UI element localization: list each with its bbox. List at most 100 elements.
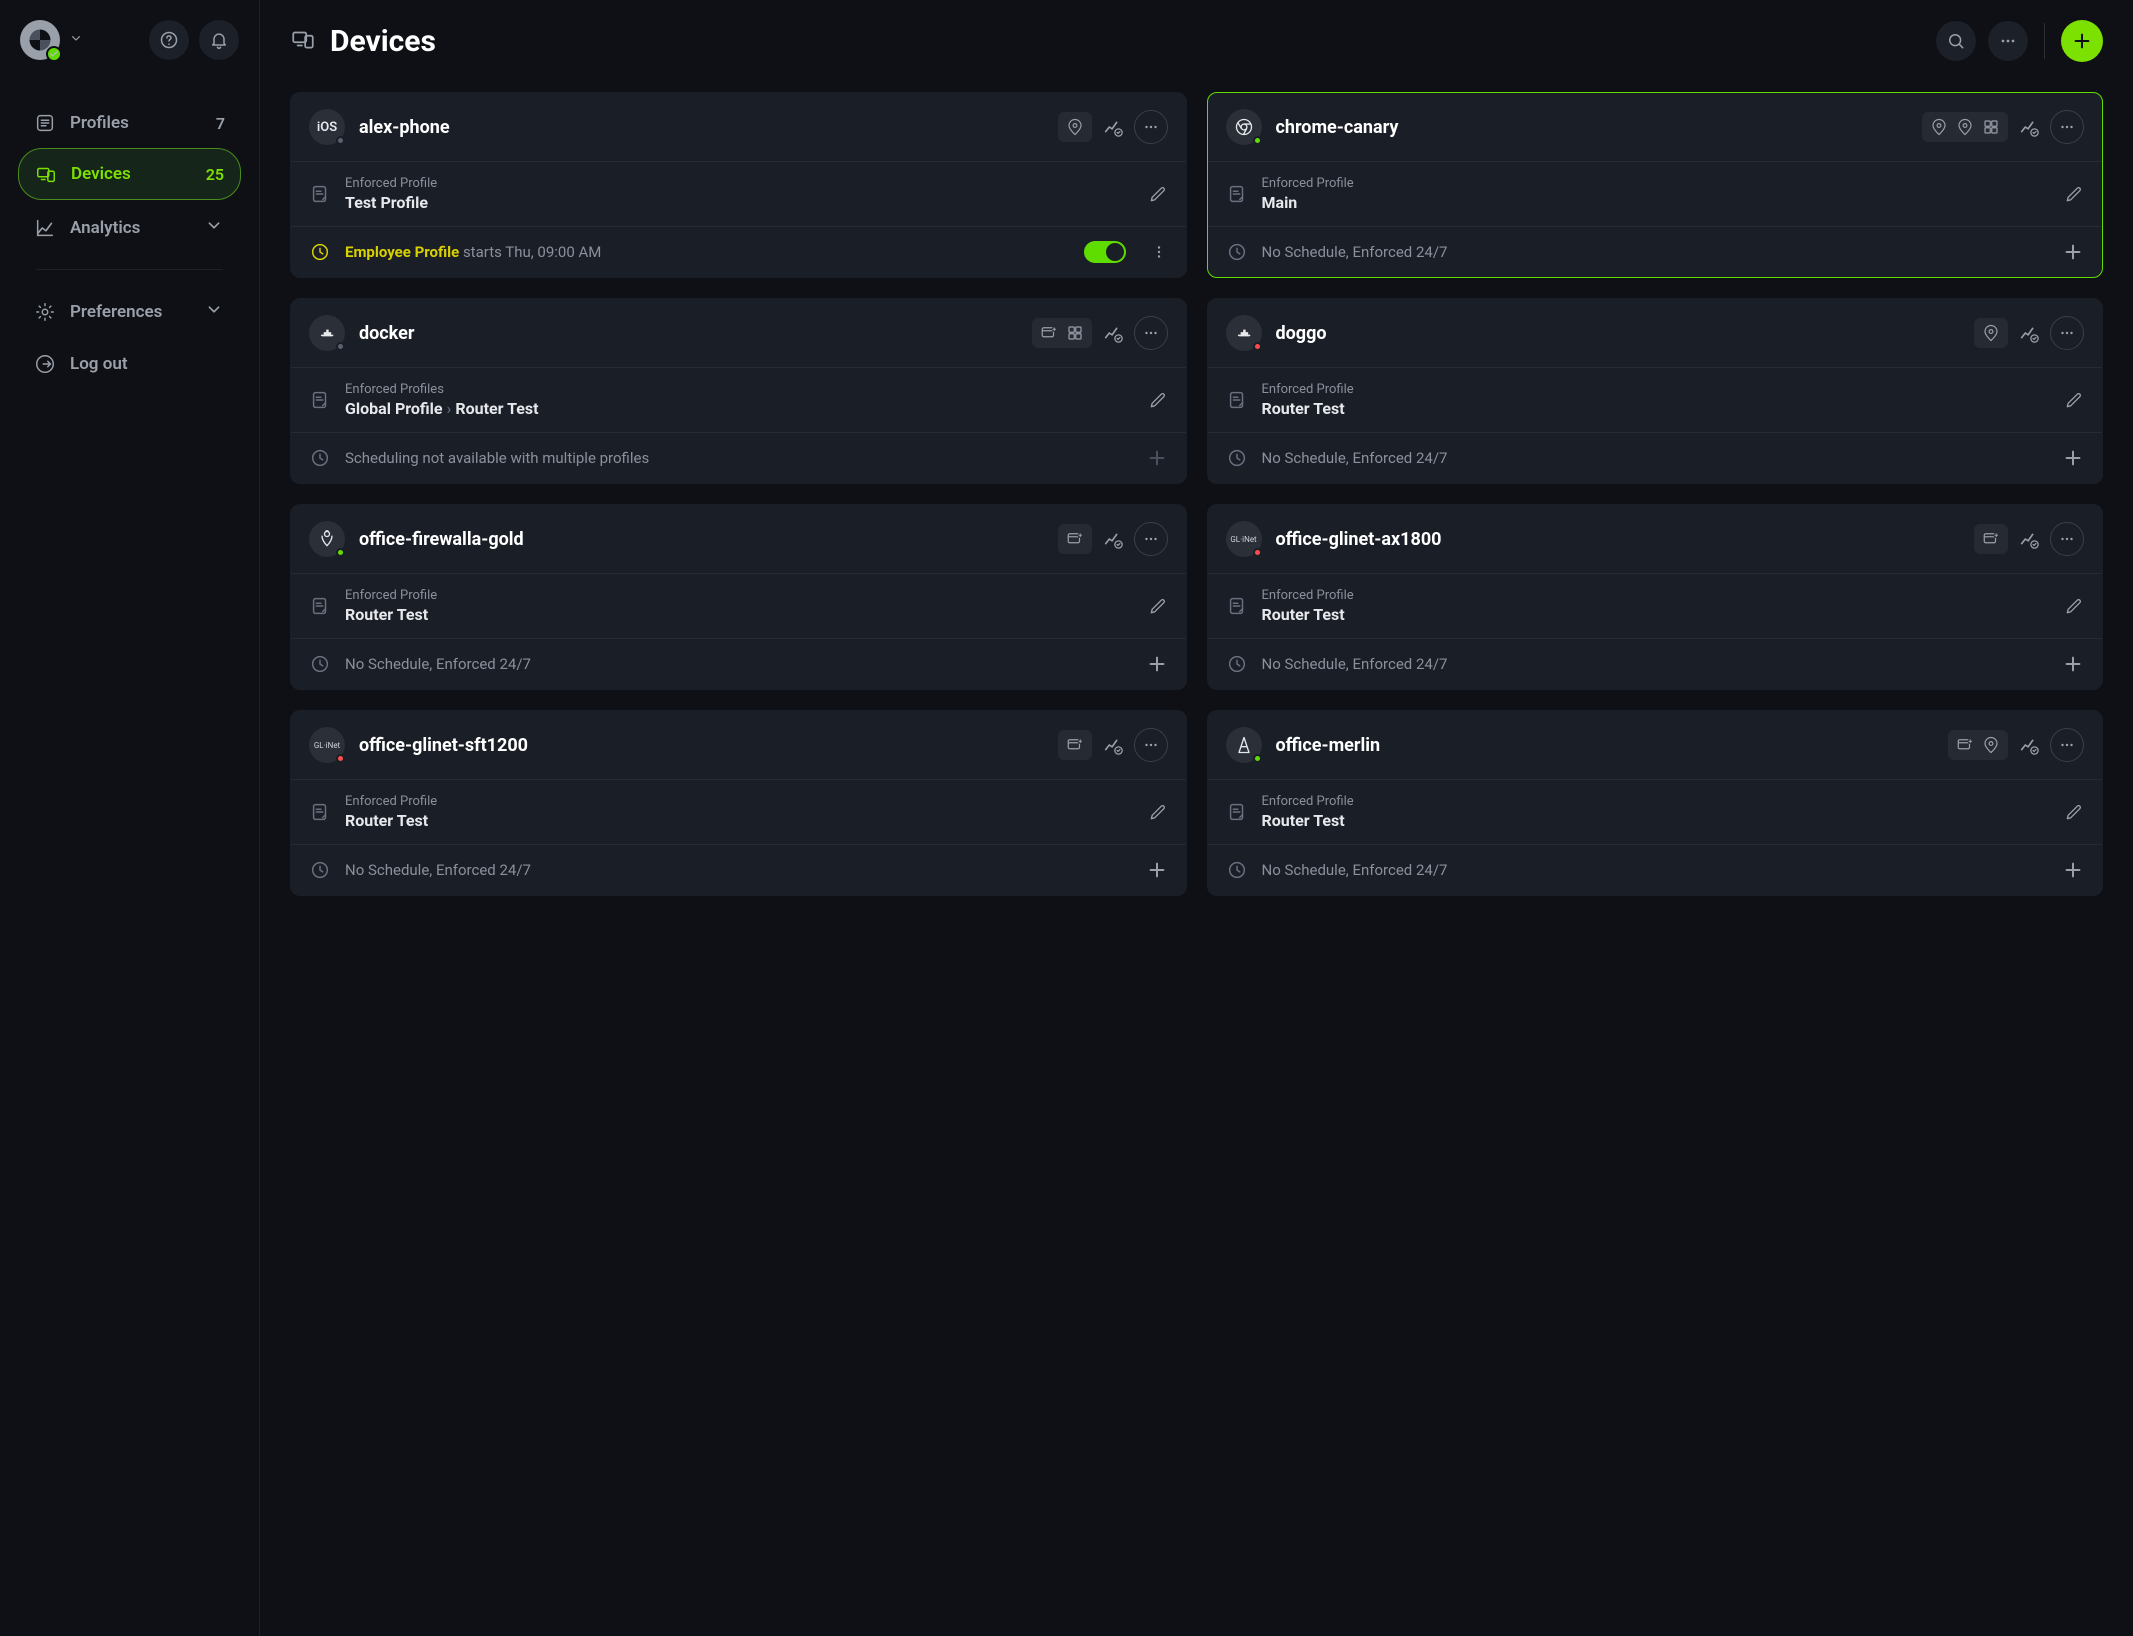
device-name: alex-phone bbox=[359, 117, 450, 138]
edit-profile-button[interactable] bbox=[1148, 184, 1168, 204]
analytics-icon[interactable] bbox=[2014, 322, 2044, 344]
devices-icon bbox=[35, 163, 57, 185]
add-schedule-button[interactable] bbox=[2062, 241, 2084, 263]
grid-icon bbox=[1982, 118, 2000, 136]
status-dot bbox=[1253, 342, 1262, 351]
edit-profile-button[interactable] bbox=[2064, 390, 2084, 410]
nav-analytics[interactable]: Analytics bbox=[18, 200, 241, 255]
profile-row: Enforced ProfileRouter Test bbox=[291, 574, 1186, 639]
device-badges bbox=[1948, 730, 2008, 760]
more-button[interactable] bbox=[1988, 21, 2028, 61]
device-name: chrome-canary bbox=[1276, 117, 1399, 138]
profile-doc-icon bbox=[309, 595, 331, 617]
search-button[interactable] bbox=[1936, 21, 1976, 61]
edit-profile-button[interactable] bbox=[2064, 596, 2084, 616]
device-more-button[interactable] bbox=[1134, 728, 1168, 762]
device-more-button[interactable] bbox=[2050, 522, 2084, 556]
status-dot bbox=[1253, 754, 1262, 763]
page-title: Devices bbox=[330, 24, 436, 59]
nav-label: Profiles bbox=[70, 113, 129, 133]
schedule-row: No Schedule, Enforced 24/7 bbox=[291, 639, 1186, 689]
profile-label: Enforced Profile bbox=[345, 794, 437, 809]
analytics-icon[interactable] bbox=[2014, 734, 2044, 756]
edit-profile-button[interactable] bbox=[1148, 596, 1168, 616]
nav-devices[interactable]: Devices 25 bbox=[18, 148, 241, 200]
profile-doc-icon bbox=[309, 183, 331, 205]
device-name: doggo bbox=[1276, 323, 1327, 344]
org-dropdown-icon[interactable] bbox=[68, 30, 84, 50]
device-more-button[interactable] bbox=[1134, 522, 1168, 556]
analytics-icon[interactable] bbox=[2014, 528, 2044, 550]
device-more-button[interactable] bbox=[1134, 110, 1168, 144]
device-more-button[interactable] bbox=[2050, 316, 2084, 350]
add-window-icon bbox=[1982, 530, 2000, 548]
schedule-row: No Schedule, Enforced 24/7 bbox=[291, 845, 1186, 895]
profile-row: Enforced ProfilesGlobal Profile›Router T… bbox=[291, 368, 1186, 433]
profile-label: Enforced Profile bbox=[345, 176, 437, 191]
status-dot bbox=[1253, 136, 1262, 145]
status-dot bbox=[336, 754, 345, 763]
schedule-more-icon[interactable] bbox=[1150, 243, 1168, 261]
schedule-text: No Schedule, Enforced 24/7 bbox=[1262, 243, 1448, 261]
nav-label: Preferences bbox=[70, 302, 162, 322]
device-more-button[interactable] bbox=[2050, 110, 2084, 144]
add-schedule-button[interactable] bbox=[2062, 447, 2084, 469]
schedule-text: No Schedule, Enforced 24/7 bbox=[345, 655, 531, 673]
device-type-icon: iOS bbox=[309, 109, 345, 145]
nav-label: Analytics bbox=[70, 218, 140, 238]
device-header: doggo bbox=[1208, 299, 2103, 368]
org-logo[interactable] bbox=[20, 20, 60, 60]
profile-doc-icon bbox=[309, 801, 331, 823]
schedule-row: No Schedule, Enforced 24/7 bbox=[1208, 227, 2103, 277]
analytics-icon[interactable] bbox=[2014, 116, 2044, 138]
schedule-text: No Schedule, Enforced 24/7 bbox=[1262, 861, 1448, 879]
gear-icon bbox=[34, 301, 56, 323]
device-badges bbox=[1058, 112, 1092, 142]
notifications-button[interactable] bbox=[199, 20, 239, 60]
nav-profiles[interactable]: Profiles 7 bbox=[18, 98, 241, 148]
nav-count: 7 bbox=[216, 114, 225, 133]
device-type-icon bbox=[1226, 727, 1262, 763]
add-schedule-button[interactable] bbox=[1146, 859, 1168, 881]
schedule-row: No Schedule, Enforced 24/7 bbox=[1208, 639, 2103, 689]
clock-icon bbox=[1226, 653, 1248, 675]
device-more-button[interactable] bbox=[2050, 728, 2084, 762]
analytics-icon[interactable] bbox=[1098, 734, 1128, 756]
profile-label: Enforced Profile bbox=[345, 588, 437, 603]
add-schedule-button[interactable] bbox=[1146, 653, 1168, 675]
device-type-icon bbox=[1226, 109, 1262, 145]
profile-row: Enforced ProfileRouter Test bbox=[291, 780, 1186, 845]
profile-label: Enforced Profile bbox=[1262, 176, 1354, 191]
edit-profile-button[interactable] bbox=[2064, 184, 2084, 204]
profile-doc-icon bbox=[1226, 595, 1248, 617]
schedule-toggle[interactable] bbox=[1084, 241, 1126, 263]
add-schedule-button[interactable] bbox=[2062, 653, 2084, 675]
edit-profile-button[interactable] bbox=[1148, 390, 1168, 410]
profile-row: Enforced ProfileRouter Test bbox=[1208, 368, 2103, 433]
sidebar-top bbox=[0, 20, 259, 88]
add-window-icon bbox=[1066, 530, 1084, 548]
add-schedule-button[interactable] bbox=[2062, 859, 2084, 881]
nav-logout[interactable]: Log out bbox=[18, 339, 241, 389]
help-button[interactable] bbox=[149, 20, 189, 60]
edit-profile-button[interactable] bbox=[2064, 802, 2084, 822]
schedule-row: Employee Profile starts Thu, 09:00 AM bbox=[291, 227, 1186, 277]
clock-icon bbox=[1226, 447, 1248, 469]
edit-profile-button[interactable] bbox=[1148, 802, 1168, 822]
chevron-down-icon bbox=[203, 214, 225, 241]
device-badges bbox=[1974, 524, 2008, 554]
add-device-button[interactable] bbox=[2061, 20, 2103, 62]
analytics-icon[interactable] bbox=[1098, 322, 1128, 344]
schedule-row: Scheduling not available with multiple p… bbox=[291, 433, 1186, 483]
location-icon bbox=[1982, 324, 2000, 342]
profile-value: Test Profile bbox=[345, 193, 437, 212]
device-more-button[interactable] bbox=[1134, 316, 1168, 350]
nav-preferences[interactable]: Preferences bbox=[18, 284, 241, 339]
grid-icon bbox=[1066, 324, 1084, 342]
schedule-row: No Schedule, Enforced 24/7 bbox=[1208, 845, 2103, 895]
sidebar: Profiles 7 Devices 25 Analytics Preferen… bbox=[0, 0, 260, 1636]
analytics-icon[interactable] bbox=[1098, 528, 1128, 550]
clock-icon bbox=[309, 653, 331, 675]
device-card: GL·iNetoffice-glinet-sft1200Enforced Pro… bbox=[290, 710, 1187, 896]
analytics-icon[interactable] bbox=[1098, 116, 1128, 138]
